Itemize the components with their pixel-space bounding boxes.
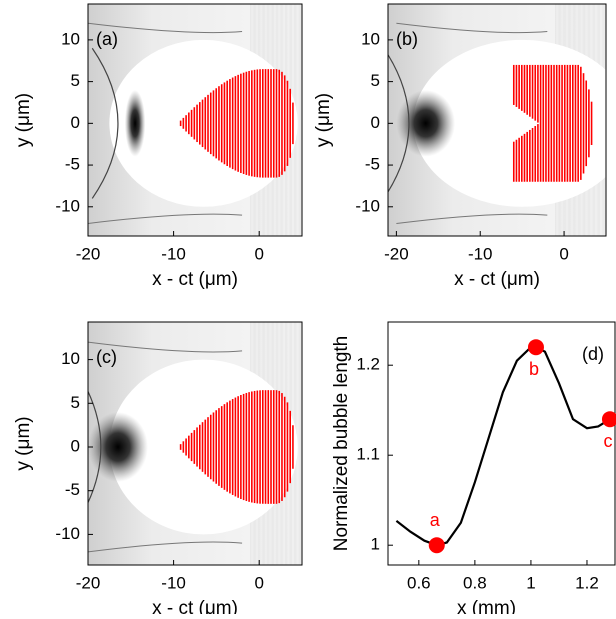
y-tick-label: -10 (355, 196, 380, 215)
y-axis-label: y (μm) (13, 93, 34, 147)
x-tick-label: -10 (161, 573, 186, 592)
bubble (109, 359, 298, 535)
front-arc (388, 53, 410, 193)
sheath-line (88, 341, 243, 553)
y-tick-label: 5 (371, 71, 380, 90)
frame (87, 3, 303, 237)
frame (387, 3, 607, 237)
frame (87, 321, 303, 566)
curve (395, 346, 611, 547)
y-tick-label: 0 (371, 113, 380, 132)
x-tick-label: -20 (76, 244, 101, 263)
y-tick-label: 0 (71, 113, 80, 132)
marker (527, 339, 544, 356)
y-tick-label: 0 (71, 436, 80, 455)
panel-label: (c) (96, 347, 117, 367)
x-tick-label: 1.2 (575, 573, 599, 592)
x-tick-label: 0.6 (407, 573, 431, 592)
y-tick-label: -10 (55, 524, 80, 543)
front-arc (88, 390, 102, 504)
y-tick-label: 1.2 (356, 355, 380, 374)
x-tick-label: 1 (526, 573, 535, 592)
shock-front (396, 89, 456, 157)
y-tick-label: 10 (61, 29, 80, 48)
y-tick-label: 5 (71, 393, 80, 412)
x-tick-label: 0 (254, 573, 263, 592)
plot-area (388, 4, 606, 236)
marker (428, 537, 445, 554)
y-tick-label: -10 (55, 196, 80, 215)
y-axis-label: Normalized bubble length (331, 336, 352, 551)
x-tick-label: -10 (161, 244, 186, 263)
marker-label: a (430, 510, 441, 530)
y-tick-label: -5 (65, 480, 80, 499)
y-tick-label: 1 (371, 535, 380, 554)
plot-area (88, 4, 302, 236)
x-axis-label: x - ct (μm) (152, 598, 238, 614)
x-tick-label: -20 (384, 244, 409, 263)
marker-label: c (603, 431, 612, 451)
x-axis-label: x (mm) (457, 598, 516, 614)
x-tick-label: 0.8 (463, 573, 487, 592)
sheath-line (88, 22, 243, 224)
y-tick-label: 1.1 (356, 445, 380, 464)
panel-label: (d) (582, 344, 604, 364)
y-axis-label: y (μm) (13, 416, 34, 470)
shock-front (124, 89, 146, 157)
y-tick-label: 5 (71, 71, 80, 90)
x-tick-label: -10 (468, 244, 493, 263)
front-arc (91, 47, 119, 199)
plot-area (395, 346, 611, 547)
x-axis-label: x - ct (μm) (152, 269, 238, 290)
x-axis-label: x - ct (μm) (454, 269, 540, 290)
x-tick-label: 0 (254, 244, 263, 263)
bubble (413, 39, 606, 207)
panel-label: (b) (396, 29, 418, 49)
y-tick-label: 10 (61, 349, 80, 368)
y-tick-label: -5 (65, 155, 80, 174)
panel-label: (a) (96, 29, 118, 49)
sheath-line (396, 22, 548, 224)
marker (601, 411, 616, 428)
y-tick-label: -5 (365, 155, 380, 174)
plot-area (88, 322, 302, 565)
x-tick-label: -20 (76, 573, 101, 592)
shock-front (88, 412, 148, 482)
x-tick-label: 0 (559, 244, 568, 263)
frame (387, 321, 616, 566)
marker-label: b (529, 359, 539, 379)
y-tick-label: 10 (361, 29, 380, 48)
y-axis-label: y (μm) (313, 93, 334, 147)
bubble (109, 39, 298, 207)
